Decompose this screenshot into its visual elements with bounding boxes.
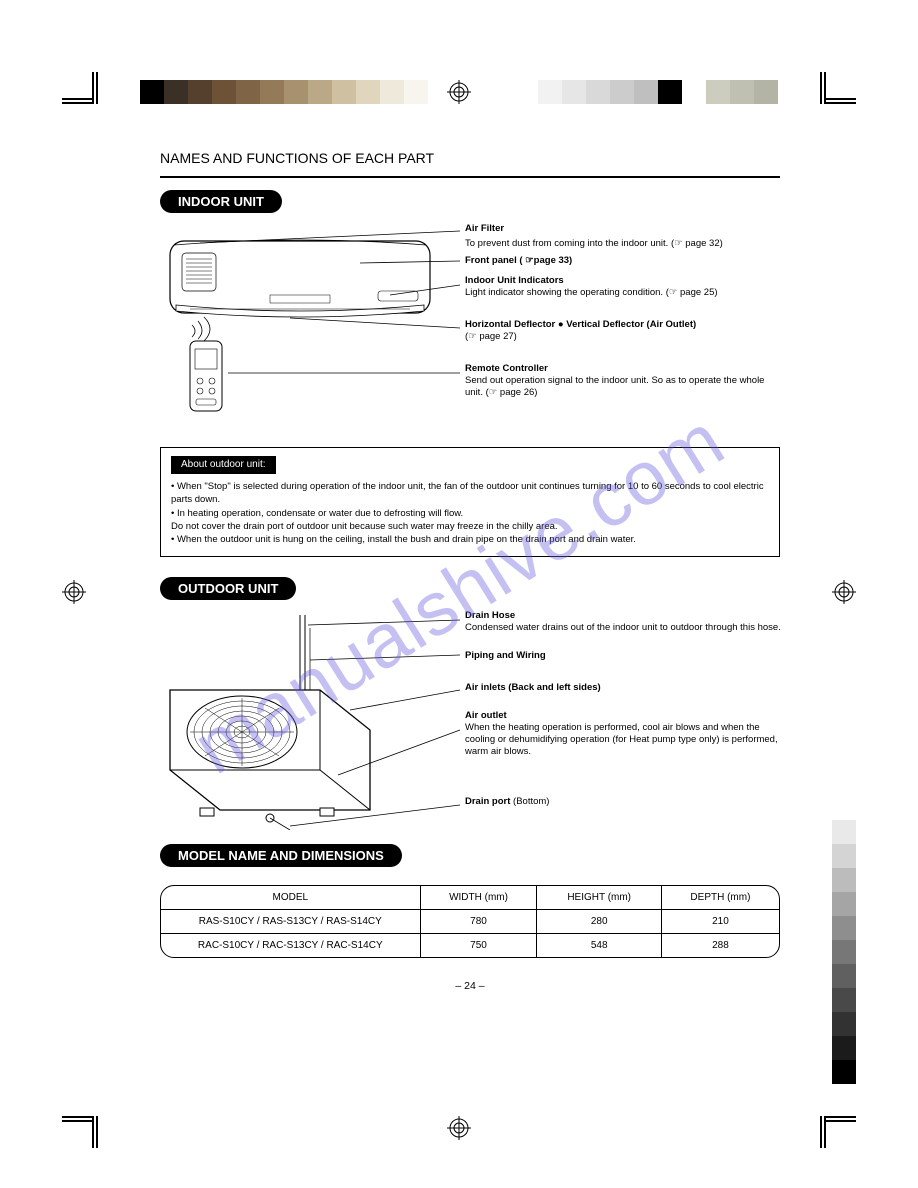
table-row: RAS-S10CY / RAS-S13CY / RAS-S14CY 780 28…: [161, 910, 779, 934]
registration-mark-icon: [832, 580, 856, 604]
indoor-unit-diagram: Air Filter To prevent dust from coming i…: [160, 223, 780, 433]
model-dimensions-table: MODEL WIDTH (mm) HEIGHT (mm) DEPTH (mm) …: [160, 885, 780, 958]
table-header-row: MODEL WIDTH (mm) HEIGHT (mm) DEPTH (mm): [161, 886, 779, 910]
table-header-cell: WIDTH (mm): [421, 886, 538, 910]
outdoor-unit-diagram: Drain Hose Condensed water drains out of…: [160, 610, 780, 830]
note-line: • In heating operation, condensate or wa…: [171, 507, 769, 520]
page-title: NAMES AND FUNCTIONS OF EACH PART: [160, 150, 780, 166]
table-cell: 210: [662, 910, 779, 934]
label-air-filter: Air Filter: [465, 223, 504, 234]
table-cell: 548: [537, 934, 661, 957]
note-line: • When the outdoor unit is hung on the c…: [171, 533, 769, 546]
note-line: • When "Stop" is selected during operati…: [171, 480, 769, 507]
label-air-outlet: Air outlet: [465, 710, 507, 721]
color-bar: [832, 820, 856, 1084]
label-drain-hose: Drain Hose: [465, 610, 515, 621]
label-piping: Piping and Wiring: [465, 650, 546, 661]
label-drain-port: Drain port: [465, 796, 510, 807]
table-header-cell: HEIGHT (mm): [537, 886, 661, 910]
color-bar: [140, 80, 428, 104]
section-heading-indoor: INDOOR UNIT: [160, 190, 282, 213]
label-remote: Remote Controller: [465, 363, 548, 374]
label-remote-note: Send out operation signal to the indoor …: [465, 375, 785, 399]
page-content: NAMES AND FUNCTIONS OF EACH PART INDOOR …: [160, 150, 780, 992]
table-cell: 750: [421, 934, 538, 957]
table-header-cell: MODEL: [161, 886, 421, 910]
crop-mark: [92, 1116, 98, 1148]
note-box: About outdoor unit: • When "Stop" is sel…: [160, 447, 780, 557]
registration-mark-icon: [447, 1116, 471, 1140]
color-bar: [538, 80, 778, 104]
crop-mark: [820, 72, 826, 104]
registration-mark-icon: [447, 80, 471, 104]
label-deflector-note: (☞ page 27): [465, 331, 785, 343]
table-cell: 280: [537, 910, 661, 934]
note-title: About outdoor unit:: [171, 456, 276, 474]
crop-mark: [62, 98, 92, 104]
label-air-outlet-note: When the heating operation is performed,…: [465, 722, 785, 758]
table-cell: 780: [421, 910, 538, 934]
section-heading-models: MODEL NAME AND DIMENSIONS: [160, 844, 402, 867]
label-air-inlet: Air inlets (Back and left sides): [465, 682, 601, 693]
label-deflector: Horizontal Deflector ● Vertical Deflecto…: [465, 319, 696, 330]
crop-mark: [826, 1116, 856, 1122]
table-row: RAC-S10CY / RAC-S13CY / RAC-S14CY 750 54…: [161, 934, 779, 957]
table-cell: RAC-S10CY / RAC-S13CY / RAC-S14CY: [161, 934, 421, 957]
crop-mark: [820, 1116, 826, 1148]
label-drain-port-note: (Bottom): [513, 796, 549, 807]
label-drain-hose-note: Condensed water drains out of the indoor…: [465, 622, 785, 634]
page-number: – 24 –: [160, 980, 780, 992]
crop-mark: [92, 72, 98, 104]
divider: [160, 176, 780, 178]
table-header-cell: DEPTH (mm): [662, 886, 779, 910]
section-heading-outdoor: OUTDOOR UNIT: [160, 577, 296, 600]
table-cell: 288: [662, 934, 779, 957]
crop-mark: [62, 1116, 92, 1122]
table-cell: RAS-S10CY / RAS-S13CY / RAS-S14CY: [161, 910, 421, 934]
label-indicators-note: Light indicator showing the operating co…: [465, 287, 775, 299]
label-indicators: Indoor Unit Indicators: [465, 275, 564, 286]
label-front-panel: Front panel ( ☞page 33): [465, 255, 572, 266]
label-air-filter-note: To prevent dust from coming into the ind…: [465, 238, 775, 250]
note-line: Do not cover the drain port of outdoor u…: [171, 520, 769, 533]
crop-mark: [826, 98, 856, 104]
registration-mark-icon: [62, 580, 86, 604]
